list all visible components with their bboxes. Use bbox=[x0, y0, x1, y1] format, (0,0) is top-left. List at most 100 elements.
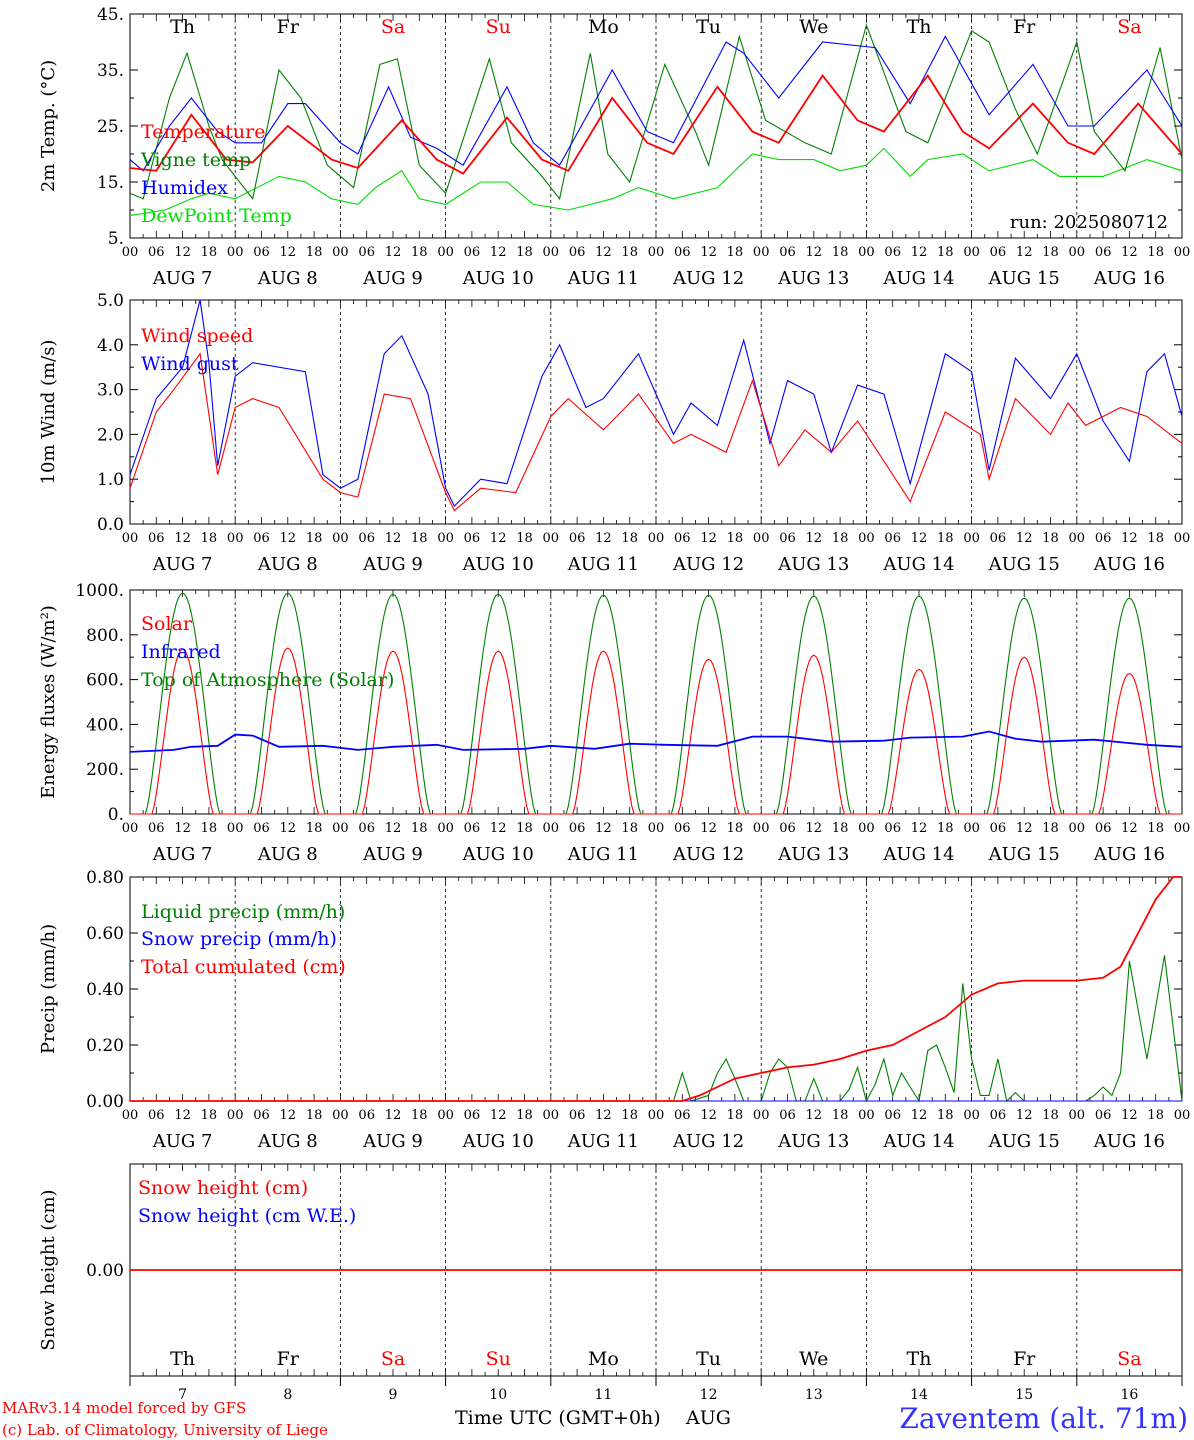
hour-label: 00 bbox=[753, 1108, 770, 1123]
hour-label: 12 bbox=[595, 1108, 612, 1123]
day-name: Sa bbox=[1117, 16, 1141, 38]
hour-label: 12 bbox=[806, 531, 823, 546]
hour-label: 18 bbox=[621, 821, 638, 836]
legend-entry: Snow precip (mm/h) bbox=[141, 928, 337, 950]
hour-label: 06 bbox=[569, 245, 586, 260]
hour-label: 00 bbox=[332, 245, 349, 260]
hour-label: 18 bbox=[306, 531, 323, 546]
hour-label: 06 bbox=[674, 245, 691, 260]
day-number: 7 bbox=[178, 1387, 187, 1403]
hour-label: 00 bbox=[122, 531, 139, 546]
y-axis-label: 2m Temp. (°C) bbox=[38, 60, 59, 192]
day-name: Fr bbox=[1013, 16, 1036, 38]
legend-entry: Top of Atmosphere (Solar) bbox=[141, 669, 394, 691]
hour-label: 06 bbox=[148, 821, 165, 836]
date-label: AUG 15 bbox=[988, 844, 1060, 865]
day-name: Th bbox=[907, 1348, 932, 1370]
date-label: AUG 8 bbox=[257, 554, 318, 575]
series-line-1 bbox=[129, 299, 1183, 508]
hour-label: 06 bbox=[148, 245, 165, 260]
date-label: AUG 7 bbox=[152, 554, 213, 575]
hour-label: 00 bbox=[332, 1108, 349, 1123]
day-number: 15 bbox=[1015, 1387, 1033, 1403]
y-tick-label: 0.40 bbox=[86, 980, 124, 1000]
hour-label: 00 bbox=[122, 821, 139, 836]
day-name: Fr bbox=[1013, 1348, 1036, 1370]
date-label: AUG 14 bbox=[882, 1131, 954, 1152]
hour-label: 06 bbox=[884, 531, 901, 546]
hour-label: 06 bbox=[253, 531, 270, 546]
legend-entry: Humidex bbox=[141, 177, 228, 199]
hour-label: 18 bbox=[1042, 531, 1059, 546]
hour-label: 18 bbox=[1042, 245, 1059, 260]
day-name: Th bbox=[170, 16, 195, 38]
hour-label: 00 bbox=[1069, 245, 1086, 260]
day-number: 14 bbox=[910, 1387, 928, 1403]
panel-3: 0. 200. 400. 600. 800. 1000. Energy fluxes (W/… bbox=[38, 581, 1190, 865]
y-axis-label: Energy fluxes (W/m²) bbox=[38, 605, 59, 799]
hour-label: 06 bbox=[358, 1108, 375, 1123]
hour-label: 06 bbox=[253, 821, 270, 836]
footer: MARv3.14 model forced by GFS (c) Lab. of… bbox=[2, 1399, 1188, 1439]
hour-label: 00 bbox=[227, 821, 244, 836]
hour-label: 12 bbox=[1121, 531, 1138, 546]
date-label: AUG 7 bbox=[152, 268, 213, 289]
date-label: AUG 8 bbox=[257, 844, 318, 865]
date-label: AUG 9 bbox=[362, 844, 423, 865]
hour-label: 06 bbox=[674, 1108, 691, 1123]
hour-label: 12 bbox=[911, 821, 928, 836]
panels: 5. 15. 25. 35. 45. 2m Temp. (°C) Temperature Vi… bbox=[38, 5, 1190, 1403]
y-tick-label: 5.0 bbox=[97, 291, 124, 311]
date-label: AUG 16 bbox=[1093, 554, 1165, 575]
hour-label: 00 bbox=[543, 821, 560, 836]
y-tick-label: 15. bbox=[97, 173, 124, 193]
hour-label: 06 bbox=[779, 1108, 796, 1123]
hour-label: 06 bbox=[779, 245, 796, 260]
hour-label: 00 bbox=[227, 531, 244, 546]
hour-label: 00 bbox=[1069, 1108, 1086, 1123]
hour-label: 06 bbox=[148, 531, 165, 546]
hour-label: 06 bbox=[1095, 821, 1112, 836]
hour-label: 12 bbox=[280, 1108, 297, 1123]
day-number: 12 bbox=[700, 1387, 718, 1403]
y-tick-label: 600. bbox=[86, 671, 124, 691]
hour-label: 00 bbox=[437, 821, 454, 836]
hour-label: 06 bbox=[569, 531, 586, 546]
day-name: Fr bbox=[277, 1348, 300, 1370]
hour-label: 12 bbox=[1121, 245, 1138, 260]
date-label: AUG 12 bbox=[672, 844, 744, 865]
y-tick-label: 0.20 bbox=[86, 1036, 124, 1056]
hour-label: 12 bbox=[174, 821, 191, 836]
hour-label: 12 bbox=[1121, 821, 1138, 836]
hour-label: 12 bbox=[174, 245, 191, 260]
hour-label: 18 bbox=[621, 245, 638, 260]
hour-label: 06 bbox=[464, 821, 481, 836]
date-label: AUG 7 bbox=[152, 844, 213, 865]
y-tick-label: 4.0 bbox=[97, 336, 124, 356]
legend-entry: Snow height (cm) bbox=[138, 1177, 308, 1199]
panel-5: 0.00 Snow height (cm) Snow height (cm) Snow… bbox=[38, 1163, 1183, 1403]
hour-label: 12 bbox=[1121, 1108, 1138, 1123]
day-name: Tu bbox=[696, 1348, 721, 1370]
hour-label: 00 bbox=[543, 531, 560, 546]
y-axis-label: Precip (mm/h) bbox=[38, 924, 59, 1054]
y-tick-label: 35. bbox=[97, 61, 124, 81]
date-label: AUG 14 bbox=[882, 554, 954, 575]
hour-label: 12 bbox=[911, 531, 928, 546]
y-tick-label: 400. bbox=[86, 715, 124, 735]
series-line-0 bbox=[130, 647, 1182, 815]
time-axis-label: Time UTC (GMT+0h) bbox=[455, 1407, 661, 1429]
date-label: AUG 13 bbox=[777, 268, 849, 289]
legend-entry: DewPoint Temp bbox=[141, 205, 292, 227]
legend-entry: Total cumulated (cm) bbox=[141, 956, 346, 978]
hour-label: 00 bbox=[1174, 1108, 1191, 1123]
y-tick-label: 1.0 bbox=[97, 470, 124, 490]
legend-entry: Wind gust bbox=[141, 353, 239, 375]
hour-label: 18 bbox=[1147, 245, 1164, 260]
hour-label: 06 bbox=[1095, 1108, 1112, 1123]
hour-label: 06 bbox=[464, 531, 481, 546]
hour-label: 12 bbox=[806, 1108, 823, 1123]
day-number: 13 bbox=[805, 1387, 823, 1403]
hour-label: 00 bbox=[227, 245, 244, 260]
y-tick-label: 0. bbox=[108, 805, 124, 825]
